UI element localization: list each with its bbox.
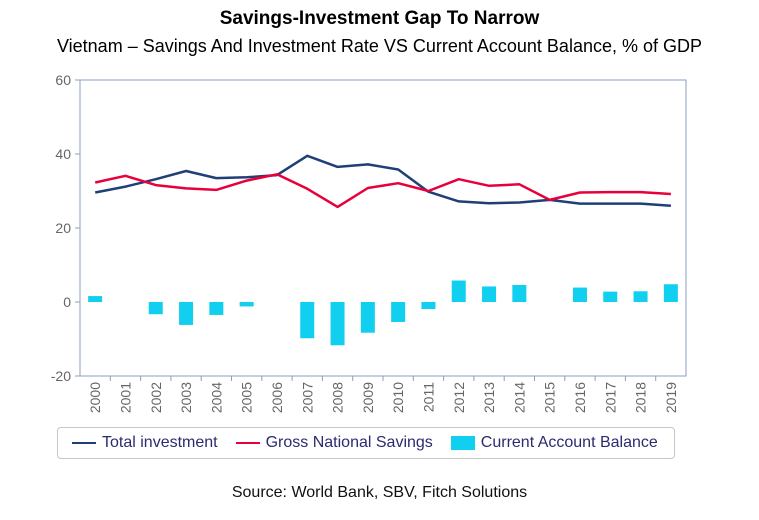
bar-current-account-2011 xyxy=(421,302,436,310)
y-tick-label: 20 xyxy=(55,220,71,236)
x-tick-label: 2008 xyxy=(330,382,346,413)
x-tick-label: 2016 xyxy=(572,382,588,413)
legend-item-gross-national-savings: Gross National Savings xyxy=(235,434,433,452)
x-tick-label: 2001 xyxy=(117,382,133,413)
chart-source: Source: World Bank, SBV, Fitch Solutions xyxy=(231,484,528,501)
bar-current-account-2007 xyxy=(300,302,315,339)
legend-label-gross-national-savings: Gross National Savings xyxy=(265,434,433,451)
y-tick-label: 60 xyxy=(55,72,71,88)
x-tick-label: 2000 xyxy=(87,382,103,413)
y-tick-label: 40 xyxy=(55,146,71,162)
x-tick-label: 2015 xyxy=(542,382,558,413)
bar-current-account-2008 xyxy=(330,302,345,346)
bar-current-account-2010 xyxy=(391,302,406,322)
legend-item-current-account-balance: Current Account Balance xyxy=(450,434,658,452)
x-tick-label: 2013 xyxy=(481,382,497,413)
bar-current-account-2014 xyxy=(512,284,527,302)
x-tick-label: 2012 xyxy=(451,382,467,413)
bar-current-account-2019 xyxy=(663,284,678,302)
bar-current-account-2013 xyxy=(482,286,497,302)
x-tick-label: 2002 xyxy=(148,382,164,413)
chart-subtitle: Vietnam – Savings And Investment Rate VS… xyxy=(56,36,702,56)
bar-current-account-2002 xyxy=(148,302,163,315)
x-tick-label: 2006 xyxy=(269,382,285,413)
legend-label-total-investment: Total investment xyxy=(102,434,218,451)
bar-current-account-2003 xyxy=(179,302,194,325)
legend-item-total-investment: Total investment xyxy=(72,434,218,452)
bar-current-account-2009 xyxy=(360,302,375,333)
x-tick-label: 2014 xyxy=(511,382,527,413)
x-tick-label: 2017 xyxy=(602,382,618,413)
chart-title: Savings-Investment Gap To Narrow xyxy=(219,8,540,29)
legend-swatch-total-investment xyxy=(72,442,96,444)
plot-frame xyxy=(79,79,687,377)
bar-current-account-2005 xyxy=(239,302,254,307)
x-tick-label: 2011 xyxy=(420,382,436,412)
x-tick-label: 2007 xyxy=(299,382,315,413)
bar-current-account-2018 xyxy=(633,291,648,302)
bar-current-account-2000 xyxy=(88,296,103,302)
bar-current-account-2016 xyxy=(572,287,587,302)
y-tick-label: -20 xyxy=(51,368,71,384)
series-line-gross-national-savings xyxy=(94,173,671,209)
bar-current-account-2004 xyxy=(209,302,224,315)
chart-legend: Total investment Gross National Savings … xyxy=(57,427,675,459)
x-tick-label: 2018 xyxy=(633,382,649,413)
bar-current-account-2017 xyxy=(603,291,618,302)
legend-swatch-current-account-balance xyxy=(450,436,475,450)
x-tick-label: 2009 xyxy=(360,382,376,413)
x-tick-label: 2019 xyxy=(663,382,679,413)
legend-label-current-account-balance: Current Account Balance xyxy=(480,434,658,451)
x-tick-label: 2004 xyxy=(208,382,224,413)
series-line-total-investment xyxy=(94,154,671,208)
legend-swatch-gross-national-savings xyxy=(235,442,260,444)
x-tick-label: 2010 xyxy=(390,382,406,413)
x-tick-label: 2005 xyxy=(239,382,255,413)
bar-current-account-2012 xyxy=(451,280,466,302)
x-tick-label: 2003 xyxy=(178,382,194,413)
chart-canvas: -20 0 20 40 60 2000 2001 2002 2003 2004 2005 2006 20… xyxy=(51,72,687,413)
y-tick-label: 0 xyxy=(63,294,71,310)
